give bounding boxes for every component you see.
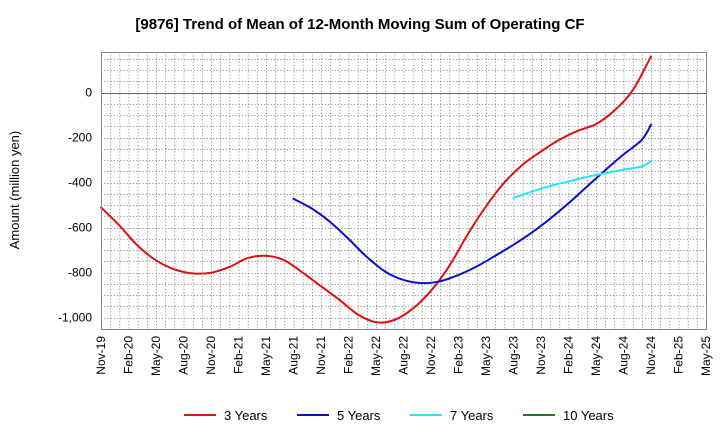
x-tick-label: Feb-23 [452, 336, 466, 374]
legend-label-7-years: 7 Years [450, 408, 494, 423]
x-tick-label: May-24 [589, 336, 603, 376]
x-tick-label: Aug-23 [507, 336, 521, 375]
x-tick-label: Feb-21 [232, 336, 246, 374]
x-tick-label: Feb-24 [562, 336, 576, 374]
series-line-7-years [512, 160, 652, 199]
x-tick-label: Nov-23 [534, 336, 548, 375]
x-tick-label: Feb-25 [672, 336, 686, 374]
x-tick-label: Aug-21 [287, 336, 301, 375]
x-tick-label: Nov-24 [644, 336, 658, 375]
x-tick-label: Aug-22 [397, 336, 411, 375]
x-tick-label: May-21 [259, 336, 273, 376]
series-line-3-years [100, 55, 652, 324]
series-lines [100, 55, 652, 324]
series-line-5-years [292, 123, 652, 285]
y-tick-label: -400 [68, 176, 92, 190]
y-tick-label: -200 [68, 131, 92, 145]
legend-label-10-years: 10 Years [563, 408, 614, 423]
x-tick-label: May-22 [369, 336, 383, 376]
chart-title: [9876] Trend of Mean of 12-Month Moving … [135, 16, 584, 33]
x-tick-label: May-25 [699, 336, 713, 376]
x-tick-label: Nov-20 [204, 336, 218, 375]
x-tick-label: Feb-20 [122, 336, 136, 374]
x-ticks: Nov-19 Feb-20 May-20 Aug-20 Nov-20 Feb-21 May-… [94, 336, 713, 376]
y-tick-label: -800 [68, 266, 92, 280]
y-axis-label: Amount (million yen) [7, 131, 22, 250]
x-tick-label: May-23 [479, 336, 493, 376]
y-ticks: 0 -200 -400 -600 -800 -1,000 [58, 86, 92, 325]
x-tick-label: Feb-22 [342, 336, 356, 374]
x-tick-label: Nov-21 [314, 336, 328, 375]
x-tick-label: Aug-24 [617, 336, 631, 375]
legend-label-5-years: 5 Years [337, 408, 381, 423]
legend-label-3-years: 3 Years [224, 408, 268, 423]
x-tick-label: Nov-22 [424, 336, 438, 375]
y-tick-label: -600 [68, 221, 92, 235]
x-tick-label: Aug-20 [177, 336, 191, 375]
y-tick-label: -1,000 [58, 311, 92, 325]
x-tick-label: May-20 [149, 336, 163, 376]
plot-frame [101, 52, 707, 330]
grid [101, 52, 706, 329]
x-tick-label: Nov-19 [94, 336, 108, 375]
y-tick-label: 0 [85, 86, 92, 100]
legend: 3 Years 5 Years 7 Years 10 Years [184, 408, 614, 423]
